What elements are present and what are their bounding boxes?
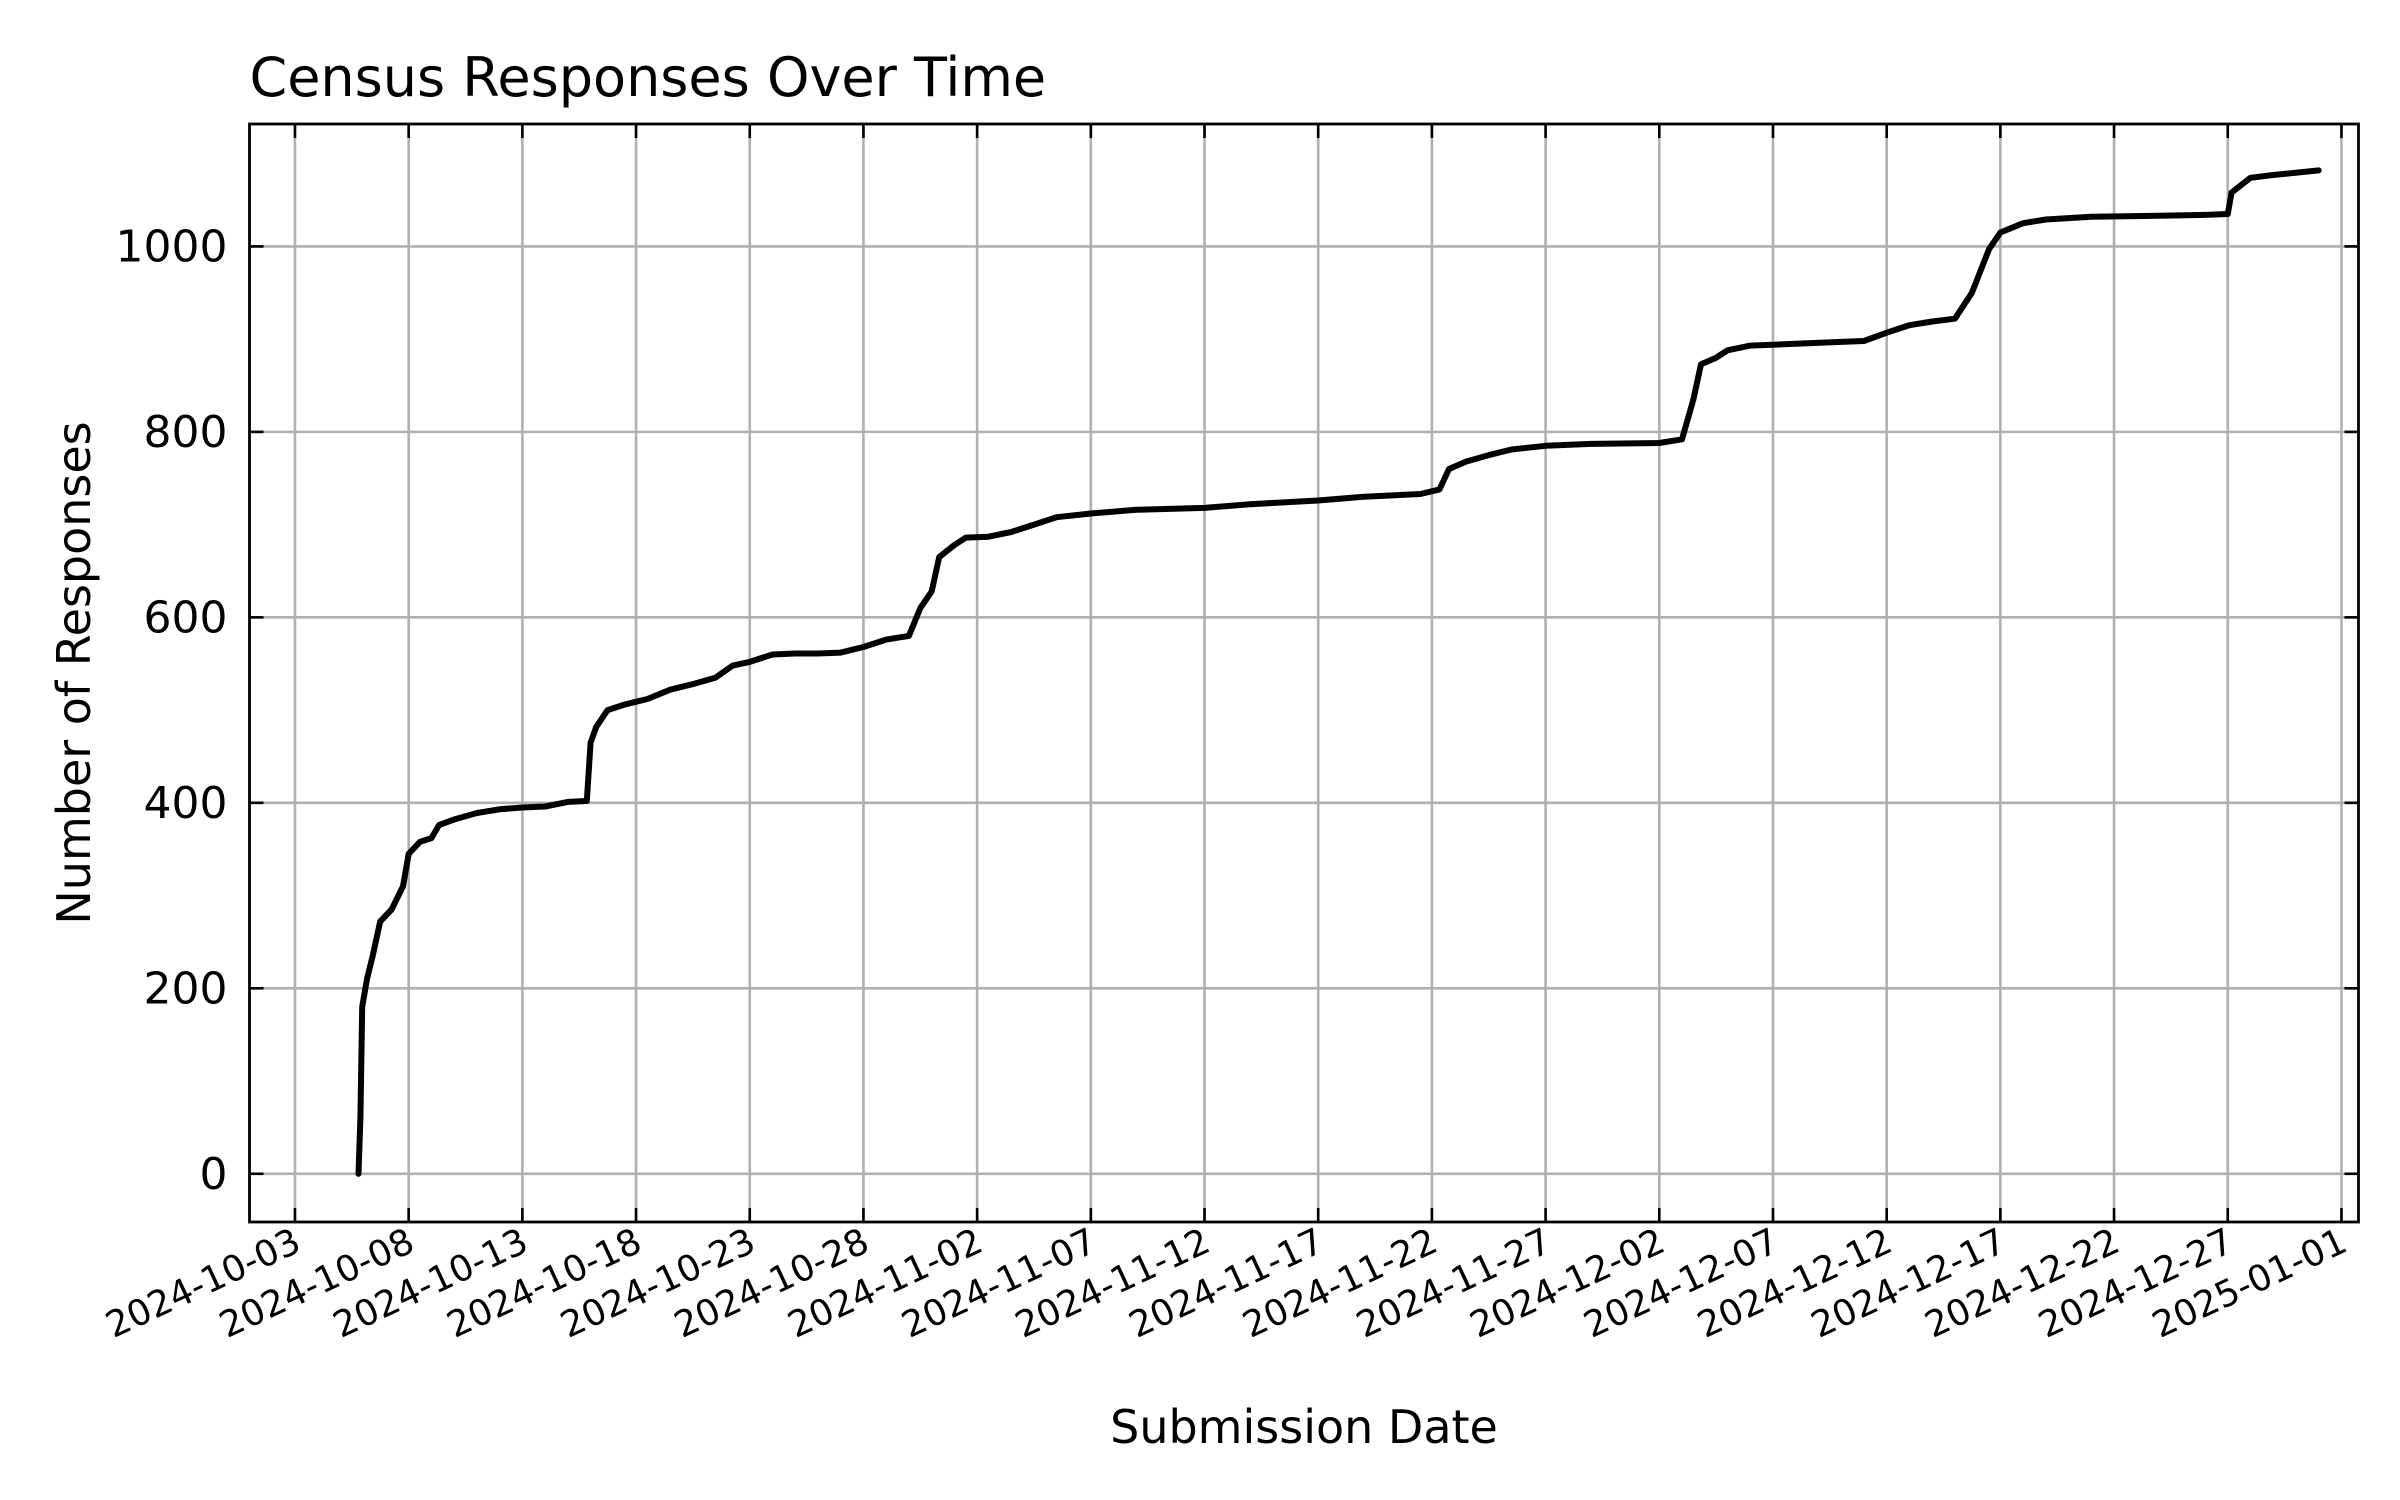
plot-frame — [248, 122, 2360, 1224]
y-tick-label: 200 — [144, 963, 228, 1014]
tick-labels: 2024-10-032024-10-082024-10-132024-10-18… — [100, 221, 2353, 1346]
grid — [249, 124, 2359, 1222]
ticks — [249, 124, 2359, 1222]
y-tick-label: 1000 — [116, 221, 228, 272]
y-axis-label: Number of Responses — [47, 421, 101, 924]
y-tick-label: 0 — [200, 1149, 228, 1200]
chart-title: Census Responses Over Time — [250, 46, 1047, 109]
y-tick-label: 400 — [144, 778, 228, 829]
series-line — [355, 167, 2322, 1177]
series-layer — [355, 167, 2322, 1177]
y-tick-label: 800 — [144, 407, 228, 458]
x-axis-label: Submission Date — [1110, 1400, 1498, 1454]
y-tick-label: 600 — [144, 592, 228, 643]
